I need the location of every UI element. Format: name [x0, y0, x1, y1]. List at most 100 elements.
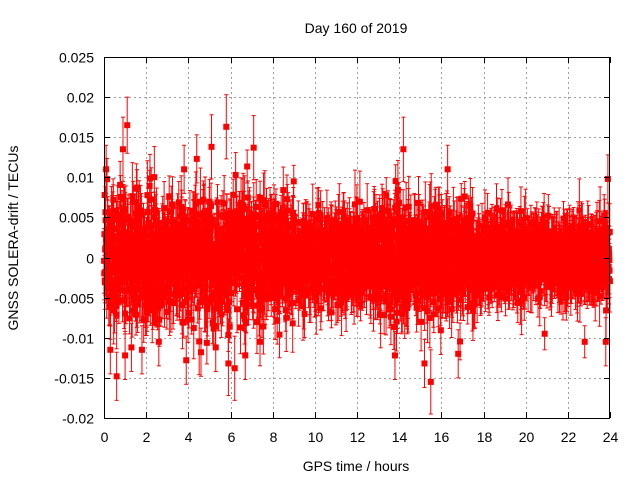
- data-point: [206, 299, 213, 306]
- data-point: [122, 310, 129, 317]
- data-point: [239, 267, 246, 274]
- data-point: [317, 305, 324, 312]
- data-point: [128, 217, 135, 224]
- data-point: [142, 316, 149, 323]
- data-point: [249, 239, 256, 246]
- data-point: [200, 219, 207, 226]
- data-point: [196, 211, 203, 218]
- data-point: [178, 212, 185, 219]
- data-point: [173, 229, 180, 236]
- data-point: [166, 193, 173, 200]
- data-point: [309, 211, 316, 218]
- data-point: [130, 198, 137, 205]
- data-point: [192, 200, 199, 207]
- data-point: [185, 316, 192, 323]
- data-point: [148, 278, 155, 285]
- data-point: [282, 307, 289, 314]
- data-point: [232, 269, 239, 276]
- data-point: [230, 191, 237, 198]
- data-point: [214, 299, 221, 306]
- data-point: [114, 215, 121, 222]
- data-point: [221, 200, 228, 207]
- data-point: [120, 196, 127, 203]
- data-point: [188, 252, 195, 259]
- data-point: [151, 206, 158, 213]
- data-point: [129, 193, 136, 200]
- data-point: [208, 220, 215, 227]
- data-point: [240, 264, 247, 271]
- data-point: [116, 221, 123, 228]
- data-point: [120, 228, 127, 235]
- data-point: [311, 293, 318, 300]
- data-point: [165, 225, 172, 232]
- data-point: [182, 298, 189, 305]
- data-point: [244, 244, 251, 251]
- data-point: [281, 212, 288, 219]
- data-point: [236, 209, 243, 216]
- data-point: [194, 220, 201, 227]
- data-point: [307, 286, 314, 293]
- data-point: [301, 310, 308, 317]
- data-point: [249, 274, 256, 281]
- data-point: [244, 194, 251, 201]
- data-point: [175, 199, 182, 206]
- data-point: [211, 280, 218, 287]
- data-point: [223, 222, 230, 229]
- data-point: [192, 210, 199, 217]
- data-point: [150, 301, 157, 308]
- data-point: [200, 213, 207, 220]
- data-point: [115, 253, 122, 260]
- data-point: [104, 272, 111, 279]
- data-point: [165, 240, 172, 247]
- data-point: [170, 300, 177, 307]
- data-point: [109, 245, 116, 252]
- data-point: [177, 289, 184, 296]
- data-point: [150, 297, 157, 304]
- data-point: [209, 319, 216, 326]
- data-point: [272, 306, 279, 313]
- data-point: [119, 287, 126, 294]
- data-point: [274, 317, 281, 324]
- data-point: [295, 219, 302, 226]
- data-point: [274, 225, 281, 232]
- data-point: [180, 319, 187, 326]
- data-point: [200, 252, 207, 259]
- data-point: [122, 205, 129, 212]
- data-point: [232, 171, 239, 178]
- data-point: [311, 271, 318, 278]
- data-point: [144, 265, 151, 272]
- data-point: [289, 299, 296, 306]
- data-point: [146, 250, 153, 257]
- data-point: [205, 243, 212, 250]
- data-point: [290, 212, 297, 219]
- data-point: [134, 301, 141, 308]
- data-point: [108, 288, 115, 295]
- data-point: [150, 231, 157, 238]
- data-point: [243, 230, 250, 237]
- data-point: [190, 215, 197, 222]
- data-point: [155, 293, 162, 300]
- data-point: [270, 295, 277, 302]
- data-point: [257, 194, 264, 201]
- data-point: [170, 291, 177, 298]
- data-point: [288, 233, 295, 240]
- data-point: [126, 315, 133, 322]
- data-point: [156, 269, 163, 276]
- data-point: [244, 163, 251, 170]
- data-point: [244, 283, 251, 290]
- data-point: [227, 233, 234, 240]
- data-point: [295, 297, 302, 304]
- data-point: [226, 323, 233, 330]
- data-point: [299, 303, 306, 310]
- data-point: [132, 234, 139, 241]
- data-point: [127, 237, 134, 244]
- data-point: [133, 311, 140, 318]
- data-point: [256, 301, 263, 308]
- data-point: [131, 289, 138, 296]
- data-point: [197, 280, 204, 287]
- data-point: [131, 218, 138, 225]
- data-point: [310, 238, 317, 245]
- data-point: [284, 207, 291, 214]
- data-point: [226, 298, 233, 305]
